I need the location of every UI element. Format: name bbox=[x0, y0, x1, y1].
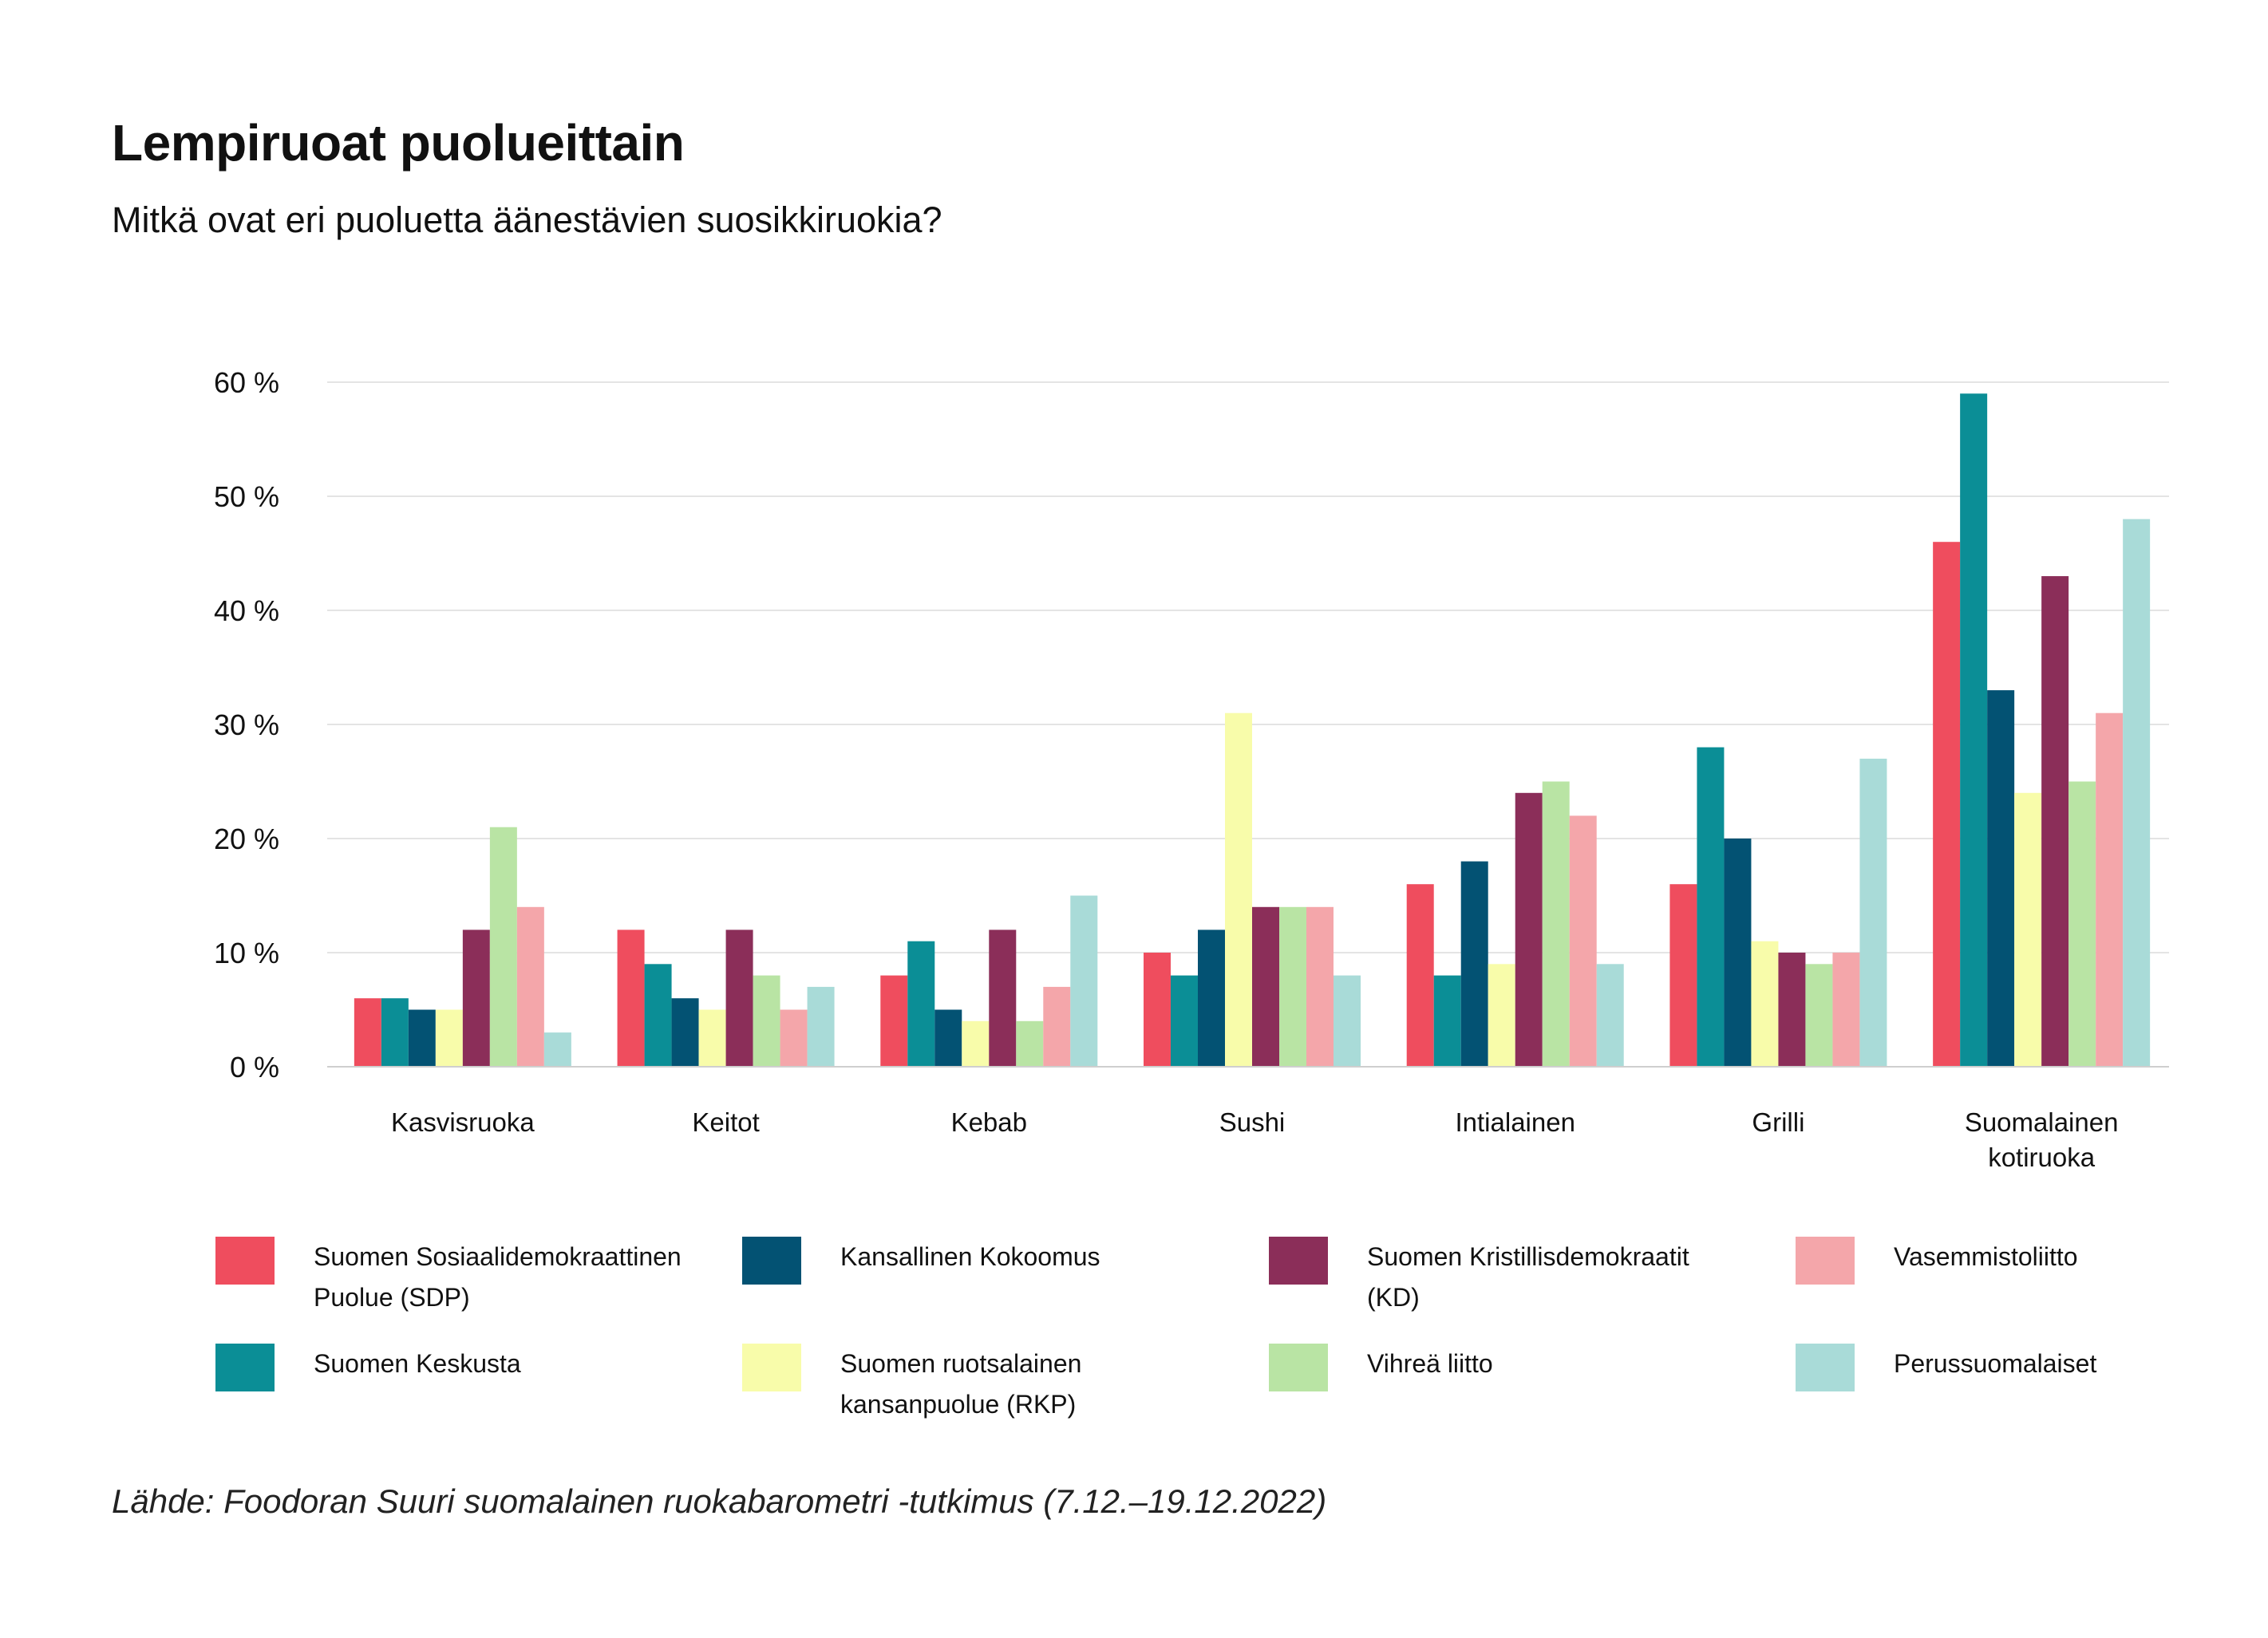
bar bbox=[1279, 906, 1306, 1067]
bar bbox=[780, 1009, 808, 1067]
x-tick-label: Kasvisruoka bbox=[391, 1107, 535, 1137]
bar bbox=[1933, 542, 1961, 1067]
bar bbox=[1960, 393, 1988, 1067]
bar bbox=[516, 906, 544, 1067]
source-note: Lähde: Foodoran Suuri suomalainen ruokab… bbox=[112, 1482, 1327, 1520]
bar bbox=[1724, 839, 1752, 1067]
bar bbox=[1596, 964, 1624, 1067]
legend-swatch bbox=[215, 1237, 275, 1285]
bar bbox=[1070, 895, 1098, 1067]
legend-label: Kansallinen Kokoomus bbox=[840, 1242, 1100, 1271]
bar bbox=[962, 1020, 990, 1067]
legend-swatch bbox=[742, 1237, 801, 1285]
bar bbox=[543, 1032, 571, 1067]
legend-label: Suomen Sosiaalidemokraattinen Puolue (SDP… bbox=[314, 1242, 682, 1312]
bar bbox=[1043, 986, 1071, 1067]
bar bbox=[1144, 953, 1171, 1067]
y-tick-label: 60 % bbox=[214, 366, 279, 399]
legend-label: Suomen ruotsalainen kansanpuolue (RKP) bbox=[840, 1349, 1082, 1419]
bar bbox=[2014, 792, 2042, 1067]
bar bbox=[1016, 1020, 1044, 1067]
bar bbox=[2041, 576, 2069, 1067]
bar bbox=[1987, 690, 2015, 1067]
legend-swatch bbox=[215, 1344, 275, 1391]
bar bbox=[807, 986, 835, 1067]
legend-label: Suomen Keskusta bbox=[314, 1349, 521, 1378]
bar bbox=[1252, 906, 1279, 1067]
bar bbox=[1225, 712, 1252, 1067]
bar bbox=[644, 964, 672, 1067]
legend-swatch bbox=[1796, 1237, 1855, 1285]
chart-subtitle: Mitkä ovat eri puoluetta äänestävien suo… bbox=[112, 199, 942, 240]
legend-swatch bbox=[1269, 1237, 1328, 1285]
bar bbox=[671, 998, 699, 1067]
legend-label: Perussuomalaiset bbox=[1894, 1349, 2097, 1378]
bar bbox=[462, 930, 490, 1067]
bar bbox=[617, 930, 645, 1067]
bar bbox=[1669, 884, 1697, 1067]
x-tick-label: Sushi bbox=[1219, 1107, 1286, 1137]
x-axis-ticks: Kasvisruoka Keitot Kebab Sushi Intialainen Gr… bbox=[391, 1107, 2118, 1172]
bar bbox=[354, 998, 381, 1067]
bar bbox=[907, 941, 935, 1067]
bar bbox=[1697, 747, 1725, 1067]
y-tick-label: 20 % bbox=[214, 823, 279, 855]
bar bbox=[2096, 712, 2124, 1067]
bar bbox=[1542, 781, 1570, 1067]
x-tick-label: Suomalainen kotiruoka bbox=[1965, 1107, 2119, 1172]
bar bbox=[1515, 792, 1543, 1067]
bar bbox=[1805, 964, 1833, 1067]
bar bbox=[1406, 884, 1434, 1067]
bar bbox=[1488, 964, 1515, 1067]
bar bbox=[1778, 953, 1806, 1067]
bar bbox=[1198, 930, 1225, 1067]
bar bbox=[1832, 953, 1860, 1067]
bar bbox=[2123, 519, 2151, 1067]
bar bbox=[435, 1009, 463, 1067]
bar bbox=[989, 930, 1017, 1067]
bar bbox=[698, 1009, 726, 1067]
legend-swatch bbox=[742, 1344, 801, 1391]
bar bbox=[489, 827, 517, 1067]
x-tick-label: Intialainen bbox=[1455, 1107, 1575, 1137]
bar bbox=[1334, 975, 1361, 1067]
bar bbox=[1569, 815, 1597, 1067]
bar bbox=[1460, 861, 1488, 1067]
x-tick-label: Kebab bbox=[951, 1107, 1027, 1137]
bar bbox=[1751, 941, 1779, 1067]
bar bbox=[1306, 906, 1334, 1067]
y-tick-label: 30 % bbox=[214, 708, 279, 741]
bar bbox=[725, 930, 753, 1067]
y-axis-ticks: 0 % 10 % 20 % 30 % 40 % 50 % 60 % bbox=[214, 366, 279, 1083]
legend: Suomen Sosiaalidemokraattinen Puolue (SDP… bbox=[215, 1229, 2211, 1420]
legend-label: Suomen Kristillisdemokraatit (KD) bbox=[1367, 1242, 1689, 1312]
bar bbox=[1433, 975, 1461, 1067]
bar bbox=[2068, 781, 2096, 1067]
bar bbox=[408, 1009, 436, 1067]
bar bbox=[381, 998, 409, 1067]
bar bbox=[1859, 758, 1887, 1067]
bar-chart: 0 %10 %20 %30 %40 %50 %60 % Kasvisruoka K… bbox=[214, 366, 2169, 1172]
x-tick-label: Keitot bbox=[692, 1107, 759, 1137]
bar bbox=[1171, 975, 1198, 1067]
bar bbox=[934, 1009, 962, 1067]
chart-title: Lempiruoat puolueittain bbox=[112, 114, 685, 172]
y-tick-label: 50 % bbox=[214, 480, 279, 513]
bar bbox=[753, 975, 780, 1067]
legend-swatch bbox=[1269, 1344, 1328, 1391]
x-tick-label: Grilli bbox=[1752, 1107, 1804, 1137]
y-tick-label: 40 % bbox=[214, 594, 279, 627]
bars bbox=[354, 393, 2151, 1067]
legend-swatch bbox=[1796, 1344, 1855, 1391]
y-tick-label: 0 % bbox=[230, 1051, 279, 1083]
y-tick-label: 10 % bbox=[214, 937, 279, 969]
bar bbox=[880, 975, 908, 1067]
legend-label: Vasemmistoliitto bbox=[1894, 1242, 2078, 1271]
legend-label: Vihreä liitto bbox=[1367, 1349, 1493, 1378]
